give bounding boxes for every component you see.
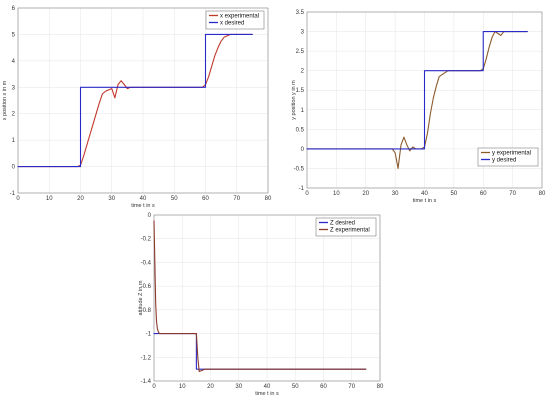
legend-label-x-1: x experimental <box>220 14 259 20</box>
x-tick-label-x: 70 <box>233 196 240 202</box>
x-tick-label-z: 70 <box>348 384 355 390</box>
series-line-y-2 <box>306 31 528 150</box>
x-tick-label-y: 50 <box>451 191 458 197</box>
chart-y: 0 10 20 30 40 50 60 70 80 -1 -0.5 0 0.5 1 1.5 2 2.5 3 3.5 t… <box>291 10 546 204</box>
x-tick-label-x: 10 <box>46 196 53 202</box>
y-tick-label-y: 1.5 <box>296 88 305 94</box>
x-tick-label-z: 0 <box>152 384 156 390</box>
y-tick-label-y: 3 <box>301 30 305 36</box>
x-tick-label-z: 50 <box>292 384 299 390</box>
y-tick-label-y: 3.5 <box>296 10 305 16</box>
y-tick-label-z: -0.6 <box>141 284 152 290</box>
x-tick-label-y: 0 <box>305 191 309 197</box>
y-tick-label-z: -1.2 <box>141 355 152 361</box>
x-axis-label-x: time t in s <box>131 203 155 209</box>
legend-label-z-2: Z experimental <box>330 228 370 234</box>
y-tick-label-z: 0 <box>148 213 152 219</box>
y-axis-label-z: attitude Z in m <box>138 280 144 315</box>
legend-label-y-1: y experimental <box>492 151 531 157</box>
y-tick-label-y: 0.5 <box>296 127 305 133</box>
x-tick-label-x: 50 <box>171 196 178 202</box>
x-tick-label-y: 40 <box>421 191 428 197</box>
x-tick-label-z: 30 <box>235 384 242 390</box>
y-tick-label-x: 1 <box>12 138 16 144</box>
series-line-y-1 <box>306 31 528 169</box>
series-line-z-2 <box>153 220 367 373</box>
y-tick-label-y: 0 <box>301 147 305 153</box>
x-tick-label-x: 20 <box>77 196 84 202</box>
y-axis-label-x: x position x in m <box>2 80 8 120</box>
legend-label-y-2: y desired <box>492 158 516 164</box>
y-tick-label-x: 4 <box>12 59 16 65</box>
y-tick-label-y: 2 <box>301 69 305 75</box>
x-tick-label-y: 10 <box>333 191 340 197</box>
x-tick-label-y: 80 <box>539 191 546 197</box>
y-tick-label-x: 2 <box>12 112 16 118</box>
x-axis-label-y: time t in s <box>413 198 437 204</box>
legend-label-x-2: x desired <box>220 21 244 27</box>
series-line-x-1 <box>17 33 253 168</box>
y-tick-label-z: -0.8 <box>141 308 152 314</box>
y-tick-label-z: -0.4 <box>141 260 152 266</box>
x-tick-label-y: 30 <box>392 191 399 197</box>
x-tick-label-y: 60 <box>480 191 487 197</box>
y-tick-label-z: -1.4 <box>141 379 152 385</box>
y-tick-label-y: 1 <box>301 108 305 114</box>
y-tick-label-y: -0.5 <box>294 166 305 172</box>
y-tick-label-x: -1 <box>10 191 16 197</box>
y-tick-label-z: -1 <box>146 332 152 338</box>
y-tick-label-y: -1 <box>299 186 305 192</box>
chart-z: 0 10 20 30 40 50 60 70 80 -1.4 -1.2 -1 -0.8 -0.6 -0.4 -… <box>138 213 384 397</box>
y-tick-label-x: 6 <box>12 6 16 12</box>
y-tick-label-y: 2.5 <box>296 49 305 55</box>
x-tick-label-x: 60 <box>202 196 209 202</box>
x-tick-label-x: 0 <box>16 196 20 202</box>
legend-label-z-1: Z desired <box>330 221 355 227</box>
x-tick-label-z: 80 <box>377 384 384 390</box>
y-tick-label-z: -0.2 <box>141 237 152 243</box>
x-tick-label-x: 40 <box>140 196 147 202</box>
x-tick-label-x: 30 <box>108 196 115 202</box>
axes-frame-y <box>306 11 543 189</box>
x-tick-label-y: 70 <box>509 191 516 197</box>
legend-box-x <box>205 10 265 30</box>
x-tick-label-y: 20 <box>362 191 369 197</box>
legend-box-y <box>477 147 539 167</box>
y-axis-label-y: y position y in m <box>291 80 297 120</box>
x-axis-label-z: time t in s <box>255 391 279 397</box>
x-tick-label-x: 80 <box>265 196 272 202</box>
x-tick-label-z: 60 <box>320 384 327 390</box>
y-tick-label-x: 3 <box>12 85 16 91</box>
x-tick-label-z: 40 <box>264 384 271 390</box>
axes-frame-z <box>153 214 381 382</box>
axes-frame-x <box>17 7 269 194</box>
y-tick-label-x: 5 <box>12 32 16 38</box>
x-tick-label-z: 20 <box>207 384 214 390</box>
y-tick-label-x: 0 <box>12 165 16 171</box>
legend-box-z <box>315 217 377 237</box>
x-tick-label-z: 10 <box>179 384 186 390</box>
series-line-x-2 <box>17 33 253 168</box>
